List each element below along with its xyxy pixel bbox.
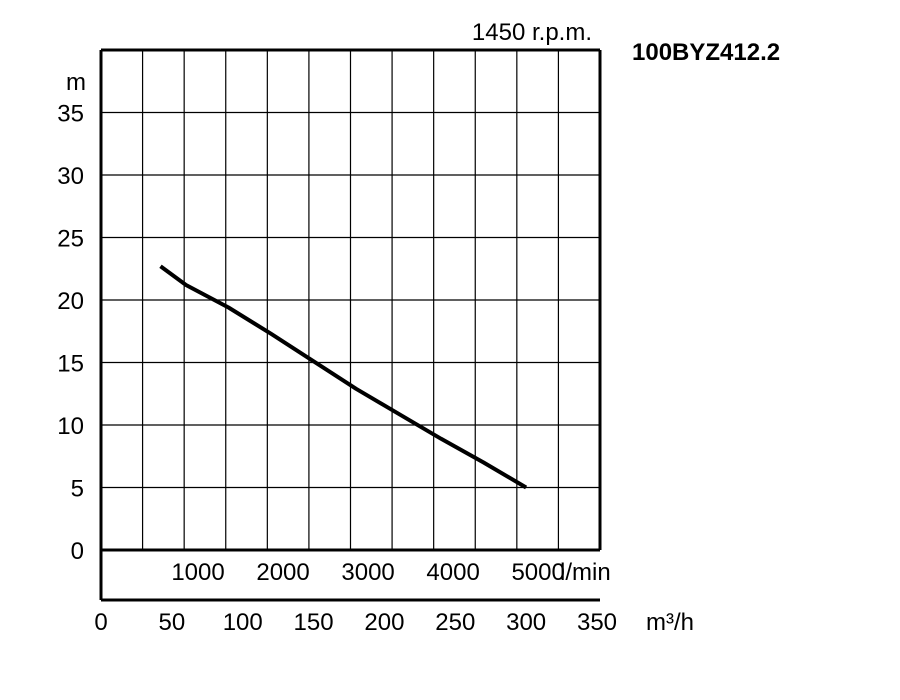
- y-tick-labels: 0 5 10 15 20 25 30 35: [57, 101, 84, 566]
- x-tick-label-m3h: 50: [159, 609, 186, 636]
- x-unit-m3h-label: m³/h: [646, 609, 694, 636]
- y-tick-label: 10: [57, 413, 84, 440]
- x-tick-label-m3h: 350: [577, 609, 617, 636]
- y-tick-label: 25: [57, 226, 84, 253]
- x-tick-label-lmin: 5000: [511, 559, 564, 586]
- series-group: [159, 264, 528, 490]
- x-tick-labels-m3h: 0 50 100 150 200 250 300 350: [94, 609, 617, 636]
- x-tick-label-m3h: 100: [223, 609, 263, 636]
- y-tick-label: 20: [57, 288, 84, 315]
- x-tick-label-lmin: 4000: [426, 559, 479, 586]
- model-label: 100BYZ412.2: [632, 39, 780, 66]
- y-tick-label: 0: [71, 538, 84, 565]
- x-tick-label-lmin: 2000: [256, 559, 309, 586]
- y-tick-label: 15: [57, 351, 84, 378]
- x-tick-label-m3h: 200: [364, 609, 404, 636]
- grid-lines: [101, 50, 600, 550]
- plot-frame: [99, 48, 602, 602]
- y-axis-label: m: [66, 69, 86, 96]
- x-tick-label-m3h: 250: [435, 609, 475, 636]
- x-tick-label-m3h: 150: [294, 609, 334, 636]
- x-unit-lmin-label: l/min: [560, 559, 611, 586]
- x-tick-labels-lmin: 1000 2000 3000 4000 5000: [171, 559, 565, 586]
- y-tick-label: 35: [57, 101, 84, 128]
- x-tick-label-m3h: 0: [94, 609, 107, 636]
- x-tick-label-lmin: 3000: [341, 559, 394, 586]
- y-tick-label: 5: [71, 476, 84, 503]
- x-tick-label-m3h: 300: [506, 609, 546, 636]
- head-flow-curve: [159, 264, 528, 490]
- speed-label: 1450 r.p.m.: [472, 19, 592, 46]
- y-tick-label: 30: [57, 163, 84, 190]
- x-tick-label-lmin: 1000: [171, 559, 224, 586]
